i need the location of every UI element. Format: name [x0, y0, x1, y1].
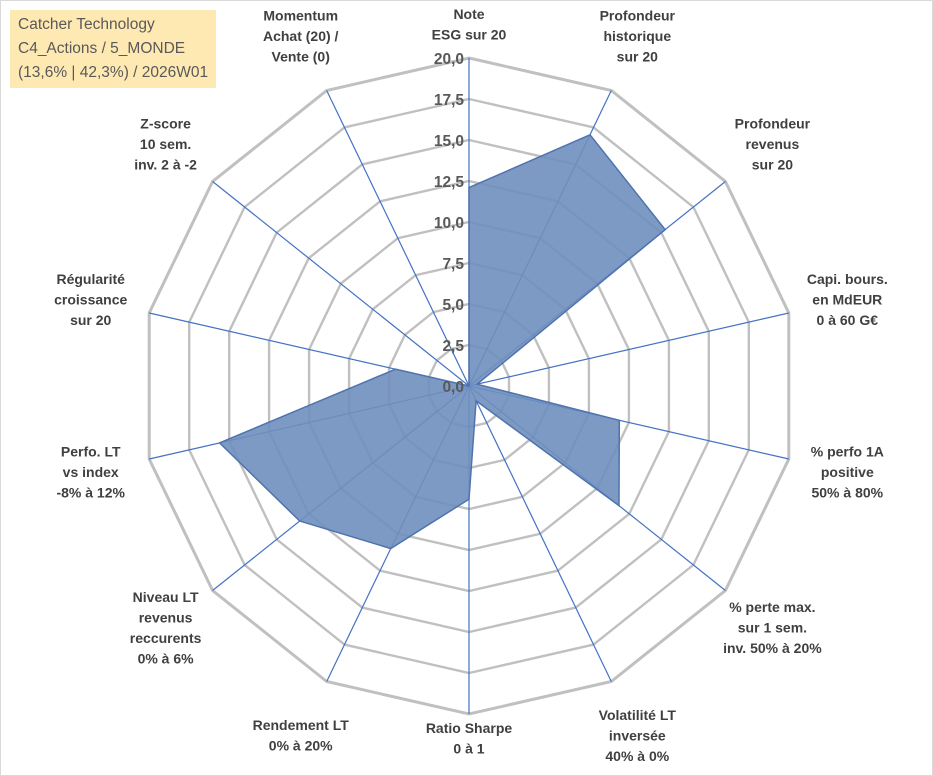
axis-label-line: revenus — [746, 136, 800, 152]
axis-label-line: 0 à 60 G€ — [817, 312, 879, 328]
axis-label-line: 0 à 1 — [453, 741, 484, 757]
axis-label-4: % perfo 1A positive 50% à 80% — [811, 444, 884, 501]
axis-label-line: sur 1 sem. — [738, 620, 807, 636]
header-stats: (13,6% | 42,3%) / 2026W01 — [18, 64, 209, 81]
axis-label-line: reccurents — [130, 630, 202, 646]
axis-label-12: Z-score 10 sem. inv. 2 à -2 — [134, 115, 197, 172]
axis-label-10: Perfo. LT vs index -8% à 12% — [56, 444, 125, 501]
axis-label-line: % perfo 1A — [811, 444, 884, 460]
tick-label: 15,0 — [434, 133, 464, 150]
axis-label-line: inv. 50% à 20% — [723, 640, 822, 656]
axis-label-line: Z-score — [140, 115, 191, 131]
axis-label-1: Profondeur historique sur 20 — [600, 8, 676, 65]
axis-label-9: Niveau LT revenus reccurents 0% à 6% — [130, 589, 202, 667]
axis-label-line: historique — [603, 28, 671, 44]
series-area-0 — [218, 133, 667, 550]
axis-label-0: Note ESG sur 20 — [432, 6, 507, 43]
axis-label-3: Capi. bours. en MdEUR 0 à 60 G€ — [807, 271, 888, 328]
axis-label-line: Rendement LT — [253, 717, 350, 733]
spoke-6 — [468, 385, 612, 682]
axis-label-line: Profondeur — [600, 8, 676, 24]
axis-label-7: Ratio Sharpe 0 à 1 — [426, 720, 513, 757]
tick-label: 10,0 — [434, 215, 464, 232]
axis-label-line: -8% à 12% — [56, 485, 125, 501]
axis-label-line: positive — [821, 464, 874, 480]
axis-label-8: Rendement LT 0% à 20% — [253, 717, 350, 754]
axis-label-line: Profondeur — [735, 115, 811, 131]
tick-label: 20,0 — [434, 51, 464, 68]
axis-label-line: Capi. bours. — [807, 271, 888, 287]
axis-label-line: Perfo. LT — [61, 444, 121, 460]
tick-label: 17,5 — [434, 92, 465, 109]
spoke-12 — [212, 181, 470, 387]
tick-label: 2,5 — [442, 338, 464, 355]
chart-header-box: Catcher Technology C4_Actions / 5_MONDE … — [10, 10, 217, 88]
axis-label-5: % perte max. sur 1 sem. inv. 50% à 20% — [723, 599, 822, 656]
header-category: C4_Actions / 5_MONDE — [18, 40, 186, 57]
axis-label-line: inv. 2 à -2 — [134, 156, 197, 172]
tick-label: 5,0 — [442, 297, 464, 314]
axis-label-line: inversée — [609, 727, 666, 743]
axis-label-line: 40% à 0% — [605, 748, 669, 764]
axis-label-line: 50% à 80% — [811, 485, 883, 501]
axis-label-line: sur 20 — [617, 49, 658, 65]
axis-label-13: Momentum Achat (20) / Vente (0) — [263, 8, 339, 65]
axis-label-6: Volatilité LT inversée 40% à 0% — [599, 707, 677, 764]
header-company: Catcher Technology — [18, 16, 155, 33]
axis-label-line: vs index — [63, 464, 119, 480]
axis-label-line: Vente (0) — [272, 49, 330, 65]
axis-label-line: Volatilité LT — [599, 707, 677, 723]
axis-label-line: 10 sem. — [140, 136, 191, 152]
axis-label-line: Ratio Sharpe — [426, 720, 513, 736]
axis-label-line: Achat (20) / — [263, 28, 339, 44]
axis-label-line: sur 20 — [752, 156, 793, 172]
axis-label-line: 0% à 6% — [138, 650, 195, 666]
axis-label-2: Profondeur revenus sur 20 — [735, 115, 811, 172]
axis-label-line: revenus — [139, 609, 193, 625]
axis-label-line: sur 20 — [70, 312, 111, 328]
tick-label: 7,5 — [442, 256, 464, 273]
tick-label: 12,5 — [434, 174, 465, 191]
axis-label-line: Note — [453, 6, 484, 22]
axis-label-line: Niveau LT — [133, 589, 199, 605]
axis-label-line: ESG sur 20 — [432, 27, 507, 43]
axis-label-11: Régularité croissance sur 20 — [54, 271, 127, 328]
tick-label: 0,0 — [442, 379, 464, 396]
spoke-13 — [326, 90, 470, 387]
axis-label-line: % perte max. — [729, 599, 815, 615]
axis-label-line: croissance — [54, 291, 127, 307]
axis-label-line: Momentum — [263, 8, 338, 24]
axis-label-line: en MdEUR — [812, 291, 882, 307]
axis-label-line: Régularité — [56, 271, 125, 287]
spoke-3 — [468, 312, 789, 387]
axis-label-line: 0% à 20% — [269, 738, 333, 754]
